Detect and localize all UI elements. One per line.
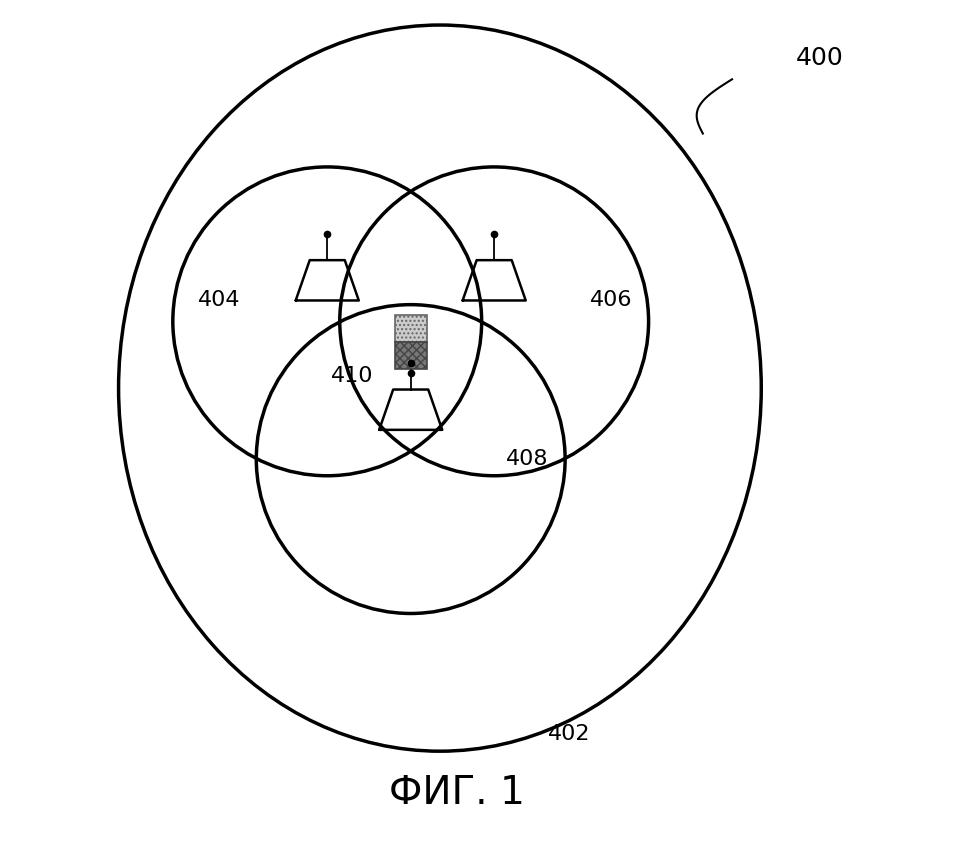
Text: 400: 400 (796, 46, 844, 71)
Text: 406: 406 (590, 291, 632, 310)
Text: ФИГ. 1: ФИГ. 1 (389, 774, 524, 812)
Bar (395, 315, 426, 342)
Text: 402: 402 (548, 724, 591, 744)
Text: 410: 410 (331, 366, 373, 385)
Text: 404: 404 (198, 291, 240, 310)
Bar (395, 342, 426, 369)
Text: 408: 408 (507, 449, 549, 469)
